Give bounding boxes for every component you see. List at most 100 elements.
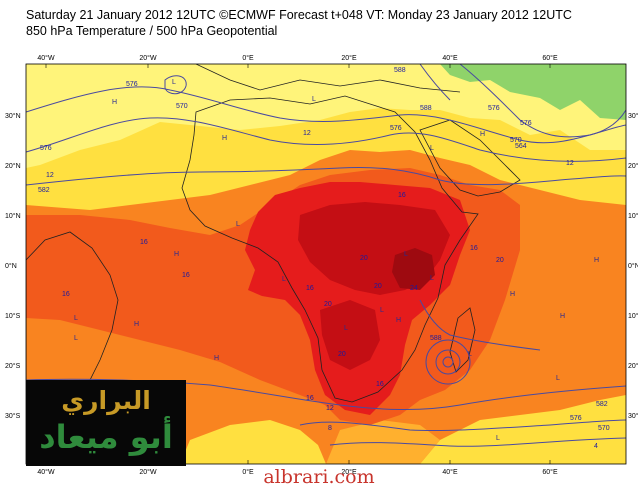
lon-tick-top: 20°W xyxy=(139,54,157,62)
low-circle-outer xyxy=(425,339,471,385)
temperature-field xyxy=(26,64,626,464)
contour-label: 576 xyxy=(488,105,500,112)
contour-label: 4 xyxy=(594,443,598,450)
lon-ticks-bottom: 40°W 20°W 0°E 20°E 40°E 60°E xyxy=(37,468,558,476)
pressure-label: L xyxy=(430,145,434,152)
contour-label: 576 xyxy=(40,145,52,152)
brand-logo-line2: أبو ميعاد xyxy=(39,418,173,456)
lat-tick-left: 0°N xyxy=(5,262,17,270)
temperature-band-yellow-south xyxy=(180,420,326,464)
contour-label: 570 xyxy=(598,425,610,432)
contour-label: 20 xyxy=(360,255,368,262)
pressure-label: L xyxy=(172,79,176,86)
lon-tick-bottom: 20°E xyxy=(341,468,357,476)
lat-tick-right: 30°S xyxy=(628,412,638,420)
arabia-coastline xyxy=(419,119,521,197)
contour-label: 12 xyxy=(46,172,54,179)
contour-label: 12 xyxy=(326,405,334,412)
low-circle-inner xyxy=(442,356,454,368)
pressure-label: H xyxy=(560,313,565,320)
contour-label: 16 xyxy=(306,395,314,402)
contour-558-north xyxy=(419,64,451,101)
contour-582 xyxy=(26,167,626,186)
lat-tick-left: 20°S xyxy=(5,362,21,370)
contour-label: 588 xyxy=(394,67,406,74)
lat-tick-right: 10°S xyxy=(628,312,638,320)
temperature-band-green xyxy=(440,64,626,120)
contour-label: 576 xyxy=(126,81,138,88)
pressure-label: L xyxy=(468,351,472,358)
contour-label: 16 xyxy=(306,285,314,292)
pressure-label: L xyxy=(74,315,78,322)
contour-label: 588 xyxy=(420,105,432,112)
contour-label: 16 xyxy=(470,245,478,252)
contour-564-north xyxy=(459,64,626,138)
lat-ticks-right: 30°N 20°N 10°N 0°N 10°S 20°S 30°S xyxy=(628,112,638,420)
lon-tick-bottom: 20°W xyxy=(139,468,157,476)
lon-tick-top: 40°E xyxy=(442,54,458,62)
lon-tick-top: 0°E xyxy=(242,54,254,62)
temperature-band-yellow-southeast xyxy=(420,395,626,464)
contour-label: 20 xyxy=(374,283,382,290)
pressure-label: L xyxy=(380,307,384,314)
lon-tick-bottom: 40°W xyxy=(37,468,55,476)
contour-label: 20 xyxy=(338,351,346,358)
pressure-label: L xyxy=(344,325,348,332)
contour-label: 20 xyxy=(324,301,332,308)
lat-tick-right: 10°N xyxy=(628,212,638,220)
contour-label: 16 xyxy=(376,381,384,388)
lat-tick-left: 30°S xyxy=(5,412,21,420)
contour-label: 576 xyxy=(390,125,402,132)
contour-588 xyxy=(419,299,541,351)
temperature-band-light-orange-south xyxy=(326,420,440,464)
lon-tick-top: 20°E xyxy=(341,54,357,62)
contour-582-south xyxy=(299,419,626,432)
contour-label: 576 xyxy=(570,415,582,422)
lon-tick-bottom: 0°E xyxy=(242,468,254,476)
lon-tick-top: 60°E xyxy=(542,54,558,62)
lat-tick-left: 10°N xyxy=(5,212,21,220)
pressure-label: L xyxy=(312,96,316,103)
chart-subtitle: 850 hPa Temperature / 500 hPa Geopotenti… xyxy=(26,24,278,38)
lat-tick-right: 0°N xyxy=(628,262,638,270)
contour-label: 570 xyxy=(510,137,522,144)
lat-tick-right: 30°N xyxy=(628,112,638,120)
pressure-label: L xyxy=(496,435,500,442)
temperature-band-dark-red-south xyxy=(320,300,380,370)
pressure-label: H xyxy=(134,321,139,328)
pressure-label: H xyxy=(396,317,401,324)
contour-label: 12 xyxy=(566,160,574,167)
lat-ticks-left: 30°N 20°N 10°N 0°N 10°S 20°S 30°S xyxy=(5,112,21,420)
pressure-label: H xyxy=(594,257,599,264)
contour-label: 588 xyxy=(430,335,442,342)
europe-coastline xyxy=(195,64,461,93)
lat-tick-left: 30°N xyxy=(5,112,21,120)
lat-tick-left: 10°S xyxy=(5,312,21,320)
pressure-label: H xyxy=(214,355,219,362)
contour-570 xyxy=(26,86,626,144)
brand-logo: البراري أبو ميعاد xyxy=(26,380,186,466)
pressure-label: L xyxy=(430,275,434,282)
lat-tick-right: 20°S xyxy=(628,362,638,370)
chart-title: Saturday 21 January 2012 12UTC ©ECMWF Fo… xyxy=(26,8,572,22)
contour-label: 8 xyxy=(328,425,332,432)
pressure-label: L xyxy=(556,375,560,382)
contour-labels: 576 570 576 582 576 588 588 576 576 570 … xyxy=(38,67,610,450)
africa-coastline xyxy=(181,95,479,403)
lon-ticks-top: 40°W 20°W 0°E 20°E 40°E 60°E xyxy=(37,54,558,62)
brand-logo-line1: البراري xyxy=(61,386,151,415)
pressure-label: L xyxy=(282,276,286,283)
contour-label: 16 xyxy=(182,272,190,279)
contour-label: 582 xyxy=(596,401,608,408)
contour-576-south xyxy=(329,437,626,447)
lon-tick-bottom: 60°E xyxy=(542,468,558,476)
pressure-label: H xyxy=(174,251,179,258)
temperature-band-deepest-red xyxy=(392,248,435,290)
lat-tick-left: 20°N xyxy=(5,162,21,170)
pressure-label: L xyxy=(74,335,78,342)
contour-label: 564 xyxy=(515,143,527,150)
pressure-label: H xyxy=(480,131,485,138)
site-watermark: albrari.com xyxy=(263,466,375,488)
contour-576 xyxy=(26,117,626,162)
